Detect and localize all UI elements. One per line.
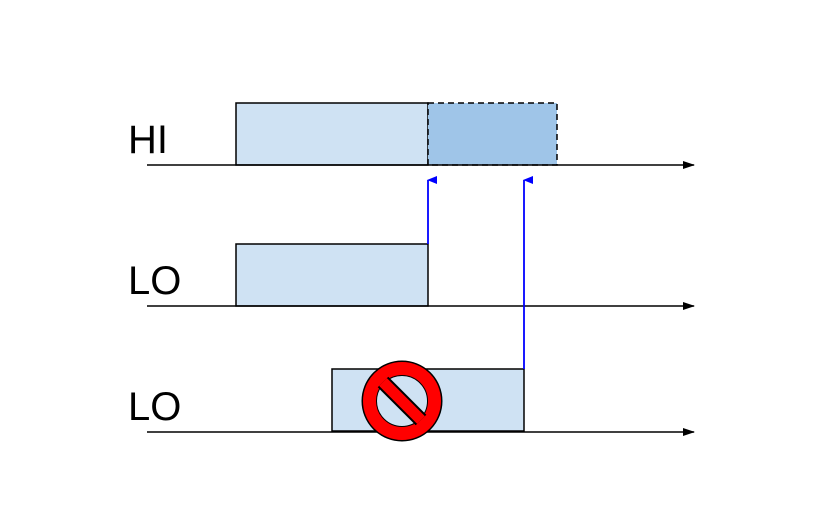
no-entry-sign-icon bbox=[361, 360, 443, 442]
hi-extended-task-box bbox=[427, 102, 558, 166]
lo1-task-box bbox=[235, 243, 429, 307]
row-label-lo-2: LO bbox=[128, 385, 181, 429]
row-label-hi: HI bbox=[128, 118, 168, 162]
row-label-lo-1: LO bbox=[128, 259, 181, 303]
hi-task-box bbox=[235, 102, 429, 166]
